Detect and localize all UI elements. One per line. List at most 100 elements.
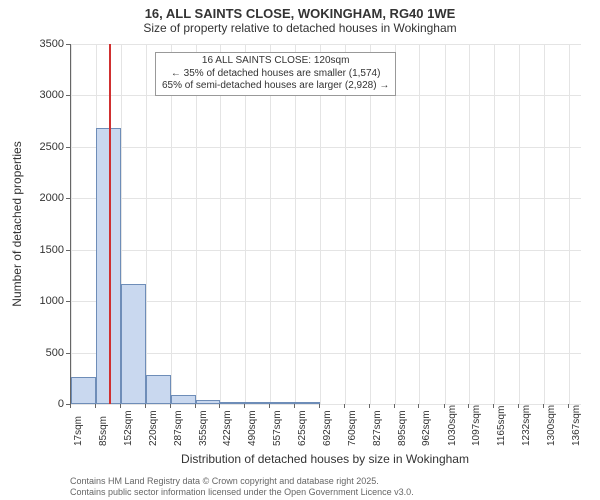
- x-tick-label: 1300sqm: [546, 405, 557, 446]
- histogram-bar: [295, 402, 320, 404]
- x-tick-label: 287sqm: [173, 410, 184, 446]
- y-tick-mark: [66, 250, 70, 251]
- x-tick-label: 17sqm: [73, 416, 84, 446]
- y-tick-label: 1500: [24, 244, 64, 256]
- gridline-h: [71, 353, 581, 354]
- x-tick-label: 152sqm: [123, 410, 134, 446]
- x-tick-label: 1367sqm: [571, 405, 582, 446]
- histogram-chart: 16, ALL SAINTS CLOSE, WOKINGHAM, RG40 1W…: [0, 0, 600, 500]
- histogram-bar: [270, 402, 295, 404]
- y-tick-label: 3500: [24, 38, 64, 50]
- y-tick-mark: [66, 198, 70, 199]
- annotation-box: 16 ALL SAINTS CLOSE: 120sqm← 35% of deta…: [155, 52, 396, 96]
- x-tick-label: 692sqm: [322, 410, 333, 446]
- x-tick-label: 895sqm: [397, 410, 408, 446]
- x-tick-mark: [344, 404, 345, 408]
- gridline-h: [71, 95, 581, 96]
- y-tick-label: 2000: [24, 192, 64, 204]
- chart-title-sub: Size of property relative to detached ho…: [0, 21, 600, 39]
- x-tick-mark: [294, 404, 295, 408]
- annotation-line: ← 35% of detached houses are smaller (1,…: [162, 68, 389, 81]
- x-tick-label: 962sqm: [421, 410, 432, 446]
- y-tick-label: 1000: [24, 295, 64, 307]
- x-tick-mark: [145, 404, 146, 408]
- x-tick-label: 1232sqm: [521, 405, 532, 446]
- histogram-bar: [171, 395, 196, 404]
- x-tick-label: 1097sqm: [471, 405, 482, 446]
- gridline-h: [71, 44, 581, 45]
- gridline-v: [494, 44, 495, 404]
- x-tick-mark: [394, 404, 395, 408]
- x-axis-label: Distribution of detached houses by size …: [70, 452, 580, 466]
- y-tick-mark: [66, 301, 70, 302]
- x-tick-mark: [493, 404, 494, 408]
- gridline-v: [171, 44, 172, 404]
- gridline-v: [320, 44, 321, 404]
- gridline-v: [445, 44, 446, 404]
- x-tick-label: 422sqm: [222, 410, 233, 446]
- x-tick-mark: [543, 404, 544, 408]
- x-tick-mark: [170, 404, 171, 408]
- y-tick-mark: [66, 44, 70, 45]
- x-tick-label: 625sqm: [297, 410, 308, 446]
- x-tick-mark: [568, 404, 569, 408]
- y-tick-mark: [66, 147, 70, 148]
- y-tick-label: 3000: [24, 89, 64, 101]
- x-tick-mark: [244, 404, 245, 408]
- gridline-h: [71, 198, 581, 199]
- gridline-v: [196, 44, 197, 404]
- histogram-bar: [71, 377, 96, 404]
- gridline-v: [419, 44, 420, 404]
- x-tick-mark: [468, 404, 469, 408]
- histogram-bar: [245, 402, 270, 404]
- x-tick-mark: [120, 404, 121, 408]
- x-tick-mark: [219, 404, 220, 408]
- histogram-bar: [146, 375, 171, 404]
- annotation-line: 16 ALL SAINTS CLOSE: 120sqm: [162, 55, 389, 68]
- y-tick-label: 500: [24, 347, 64, 359]
- property-marker-line: [109, 44, 111, 404]
- x-tick-mark: [319, 404, 320, 408]
- y-tick-mark: [66, 95, 70, 96]
- histogram-bar: [220, 402, 245, 404]
- x-tick-mark: [70, 404, 71, 408]
- x-tick-label: 85sqm: [98, 416, 109, 446]
- gridline-h: [71, 250, 581, 251]
- gridline-v: [220, 44, 221, 404]
- y-tick-label: 0: [24, 398, 64, 410]
- gridline-v: [395, 44, 396, 404]
- attribution-line2: Contains public sector information licen…: [70, 487, 414, 498]
- y-tick-label: 2500: [24, 141, 64, 153]
- gridline-h: [71, 301, 581, 302]
- x-tick-label: 760sqm: [347, 410, 358, 446]
- gridline-v: [146, 44, 147, 404]
- gridline-v: [270, 44, 271, 404]
- x-tick-label: 490sqm: [247, 410, 258, 446]
- gridline-v: [245, 44, 246, 404]
- gridline-v: [569, 44, 570, 404]
- gridline-v: [469, 44, 470, 404]
- x-tick-mark: [518, 404, 519, 408]
- y-tick-mark: [66, 353, 70, 354]
- x-tick-label: 1030sqm: [447, 405, 458, 446]
- x-tick-mark: [418, 404, 419, 408]
- x-tick-mark: [444, 404, 445, 408]
- attribution-line1: Contains HM Land Registry data © Crown c…: [70, 476, 414, 487]
- gridline-v: [71, 44, 72, 404]
- annotation-line: 65% of semi-detached houses are larger (…: [162, 80, 389, 93]
- x-tick-label: 557sqm: [272, 410, 283, 446]
- gridline-v: [519, 44, 520, 404]
- x-tick-label: 827sqm: [372, 410, 383, 446]
- gridline-v: [345, 44, 346, 404]
- histogram-bar: [196, 400, 221, 404]
- y-axis-label: Number of detached properties: [10, 141, 24, 306]
- x-tick-label: 1165sqm: [496, 406, 507, 446]
- attribution-text: Contains HM Land Registry data © Crown c…: [70, 476, 414, 498]
- x-tick-mark: [369, 404, 370, 408]
- gridline-v: [544, 44, 545, 404]
- histogram-bar: [121, 284, 146, 404]
- chart-title-main: 16, ALL SAINTS CLOSE, WOKINGHAM, RG40 1W…: [0, 0, 600, 21]
- x-tick-mark: [269, 404, 270, 408]
- gridline-h: [71, 147, 581, 148]
- plot-area: [70, 44, 581, 405]
